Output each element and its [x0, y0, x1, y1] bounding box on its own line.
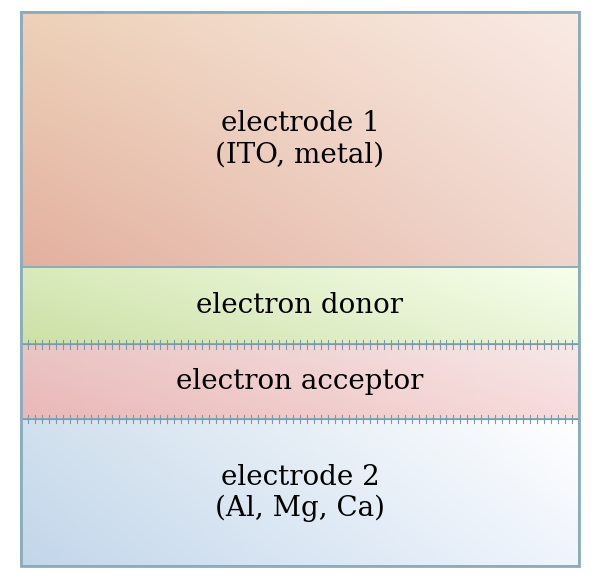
Text: electron acceptor: electron acceptor — [176, 368, 424, 395]
Bar — [21, 344, 579, 420]
Text: electrode 1
(ITO, metal): electrode 1 (ITO, metal) — [215, 110, 385, 168]
Text: electron donor: electron donor — [197, 292, 404, 319]
Bar — [21, 12, 579, 267]
Bar — [21, 420, 579, 566]
Text: electrode 2
(Al, Mg, Ca): electrode 2 (Al, Mg, Ca) — [215, 464, 385, 523]
Bar — [21, 267, 579, 344]
